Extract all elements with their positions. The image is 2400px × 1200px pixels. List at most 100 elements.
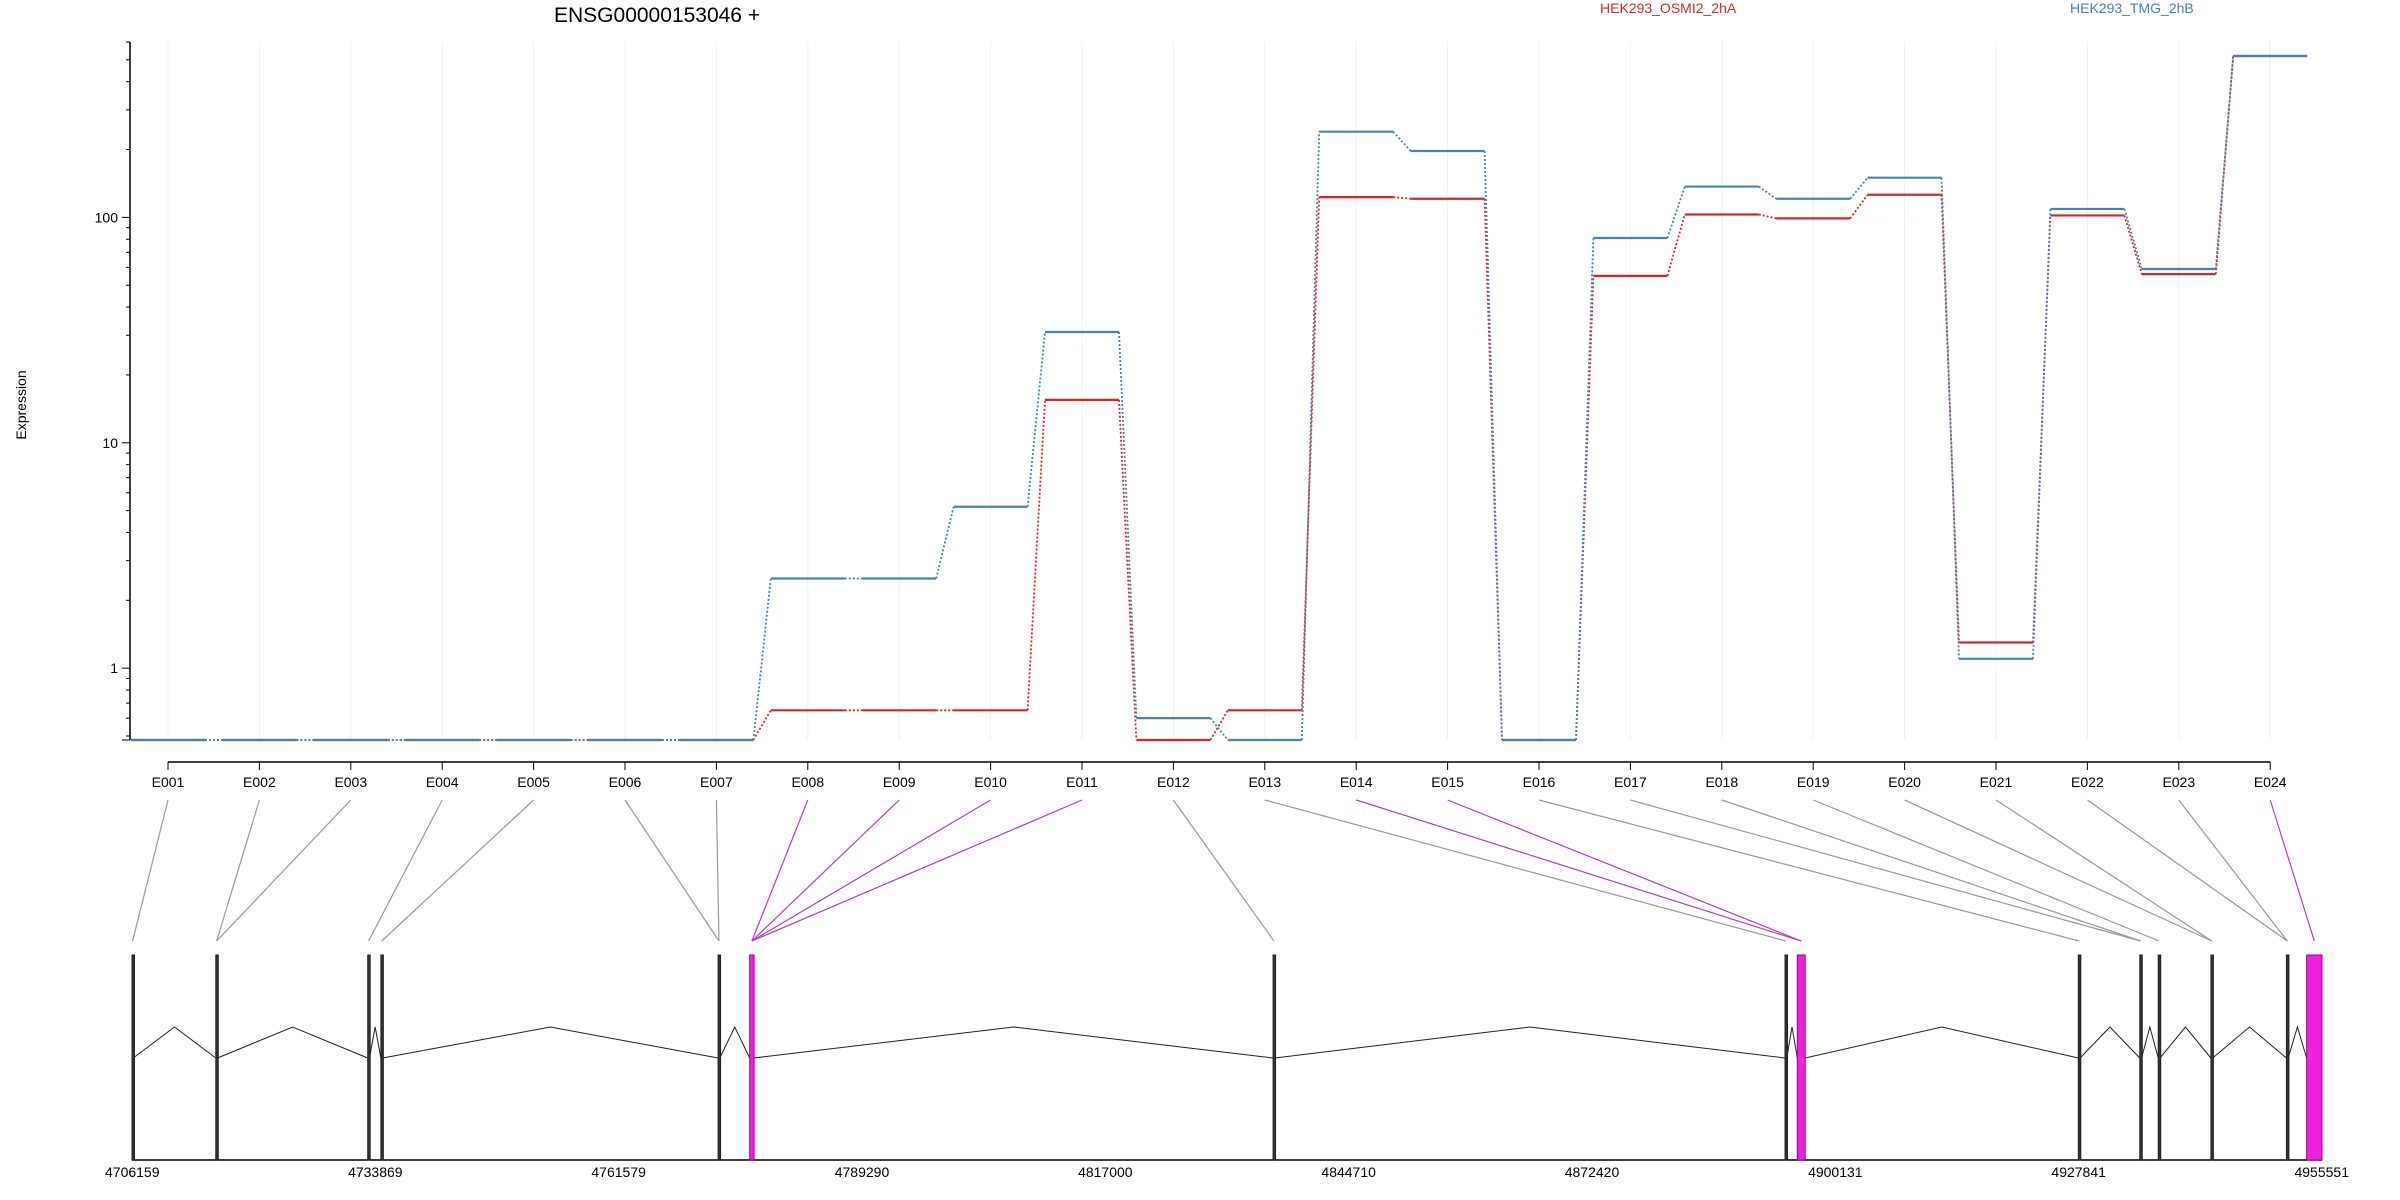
- x-tick-label: E004: [426, 774, 459, 790]
- series-connector: [1300, 197, 1321, 711]
- coordinate-tick-label: 4927841: [2051, 1164, 2106, 1180]
- series-connector: [1666, 214, 1686, 277]
- exon-connector: [1630, 799, 2141, 942]
- coordinate-tick-label: 4817000: [1078, 1164, 1133, 1180]
- series-connector: [1849, 177, 1869, 200]
- x-tick-label: E015: [1431, 774, 1464, 790]
- intron-line: [132, 1026, 217, 1059]
- series-2: [131, 54, 2308, 742]
- x-tick-label: E014: [1340, 774, 1373, 790]
- exon-connector: [624, 799, 720, 942]
- y-axis-label: Expression: [13, 370, 29, 439]
- series-connector: [1392, 131, 1412, 152]
- series-connector: [1940, 177, 1960, 659]
- series-connector: [1118, 399, 1138, 741]
- coordinate-tick-label: 4789290: [835, 1164, 890, 1180]
- exon-connector: [1812, 799, 2160, 942]
- x-tick-label: E006: [609, 774, 642, 790]
- series-connector: [2123, 215, 2143, 275]
- x-tick-label: E002: [243, 774, 276, 790]
- x-tick-label: E022: [2071, 774, 2104, 790]
- coordinate-tick-label: 4844710: [1321, 1164, 1376, 1180]
- series-connector: [1393, 196, 1411, 200]
- coordinate-tick-label: 4872420: [1565, 1164, 1620, 1180]
- exon-connector: [381, 799, 535, 942]
- exon-block: [749, 954, 755, 1161]
- intron-line: [1805, 1026, 2079, 1059]
- exon-block: [2077, 954, 2082, 1161]
- y-tick-label: 10: [102, 435, 118, 451]
- exon-connector: [1356, 799, 1802, 942]
- series-connector: [1758, 185, 1777, 200]
- intron-line: [2212, 1026, 2287, 1059]
- legend-entry-series-1: HEK293_OSMI2_2hA: [1600, 0, 1737, 16]
- exon-block: [1784, 954, 1789, 1161]
- exon-block: [380, 954, 384, 1161]
- x-tick-label: E018: [1705, 774, 1738, 790]
- exon-connector: [1538, 799, 2080, 942]
- series-connector: [1118, 331, 1138, 719]
- exon-block: [2139, 954, 2143, 1161]
- intron-line: [2287, 1025, 2308, 1059]
- exon-block: [2306, 954, 2323, 1161]
- exon-connector: [1995, 799, 2213, 942]
- exon-block: [717, 954, 722, 1161]
- series-connector: [1026, 331, 1046, 507]
- intron-line: [2141, 1025, 2159, 1059]
- coordinate-tick-label: 4733869: [348, 1164, 403, 1180]
- exon-connector: [1447, 799, 1802, 942]
- intron-line: [2079, 1026, 2141, 1059]
- exon-connector: [751, 799, 991, 942]
- series-connector: [1209, 709, 1229, 741]
- exon-connector: [1721, 799, 2141, 942]
- coordinate-tick-label: 4900131: [1808, 1164, 1863, 1180]
- series-connector: [2032, 208, 2052, 659]
- series-connector: [1483, 150, 1503, 741]
- series-connector: [1026, 399, 1046, 711]
- x-tick-label: E003: [334, 774, 367, 790]
- x-tick-label: E016: [1523, 774, 1556, 790]
- legend-entry-series-2: HEK293_TMG_2hB: [2070, 0, 2194, 16]
- exon-connector: [1264, 799, 1787, 942]
- series-connector: [2214, 55, 2235, 270]
- y-tick-label: 100: [95, 209, 119, 225]
- x-tick-label: E011: [1066, 774, 1098, 790]
- axes: 1 10 100 E001 E002 E003 E004 E005 E006 E007 E008 E0…: [95, 41, 2287, 790]
- exon-block: [367, 954, 371, 1161]
- exon-connector: [216, 799, 260, 942]
- x-tick-label: E012: [1157, 774, 1190, 790]
- series-connector: [752, 709, 772, 741]
- exon-block: [131, 954, 135, 1161]
- x-tick-label: E024: [2254, 774, 2287, 790]
- exon-block: [1796, 954, 1806, 1161]
- exon-connector: [216, 799, 352, 942]
- x-tick-label: E005: [517, 774, 550, 790]
- x-tick-label: E009: [883, 774, 916, 790]
- intron-line: [368, 1026, 382, 1059]
- exon-connector-lines: [132, 799, 2315, 942]
- exon-block: [2210, 954, 2214, 1161]
- exon-block: [1272, 954, 1277, 1161]
- x-tick-label: E001: [152, 774, 185, 790]
- series-connector: [1849, 194, 1869, 219]
- series-connector: [752, 578, 772, 741]
- exon-connector: [1904, 799, 2213, 942]
- x-tick-label: E023: [2162, 774, 2195, 790]
- chart-title: ENSG00000153046 +: [554, 4, 760, 27]
- intron-line: [217, 1026, 368, 1059]
- x-tick-label: E020: [1888, 774, 1921, 790]
- intron-line: [382, 1026, 719, 1059]
- intron-line: [719, 1025, 751, 1059]
- coordinate-tick-label: 4761579: [591, 1164, 646, 1180]
- exon-block: [2157, 954, 2162, 1161]
- series-connector: [2123, 208, 2143, 270]
- series-lines: [131, 54, 2308, 742]
- exon-connector: [751, 799, 809, 942]
- x-tick-label: E021: [1980, 774, 2013, 790]
- coordinate-tick-label: 4706159: [105, 1164, 160, 1180]
- x-tick-label: E010: [974, 774, 1007, 790]
- exon-connector: [2087, 799, 2288, 942]
- series-connector: [1758, 213, 1777, 220]
